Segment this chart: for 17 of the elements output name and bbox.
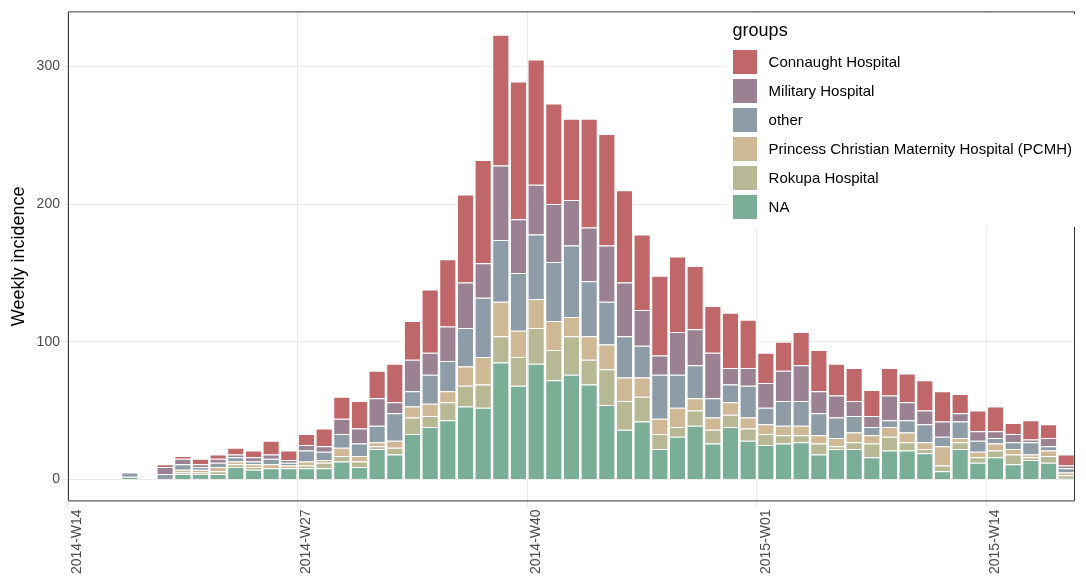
x-tick-label: 2014-W14 [67,509,84,574]
legend-label: Princess Christian Maternity Hospital (PCMH) [768,140,1072,157]
legend-label: NA [768,198,790,215]
x-tick-label: 2015-W14 [986,509,1003,574]
y-tick-label: 0 [52,470,61,487]
legend-label: other [768,111,803,128]
x-tick-label: 2015-W01 [756,509,773,574]
y-tick-label: 300 [36,57,61,74]
x-tick-label: 2014-W27 [297,509,314,574]
legend-label: Rokupa Hospital [768,169,879,186]
legend-label: Military Hospital [768,82,875,99]
y-tick-label: 100 [36,332,61,349]
y-tick-label: 200 [36,194,61,211]
legend-title: groups [732,20,789,41]
legend-label: Connaught Hospital [768,53,901,70]
y-axis-title: Weekly incidence [7,186,28,327]
x-tick-label: 2014-W40 [527,509,544,574]
